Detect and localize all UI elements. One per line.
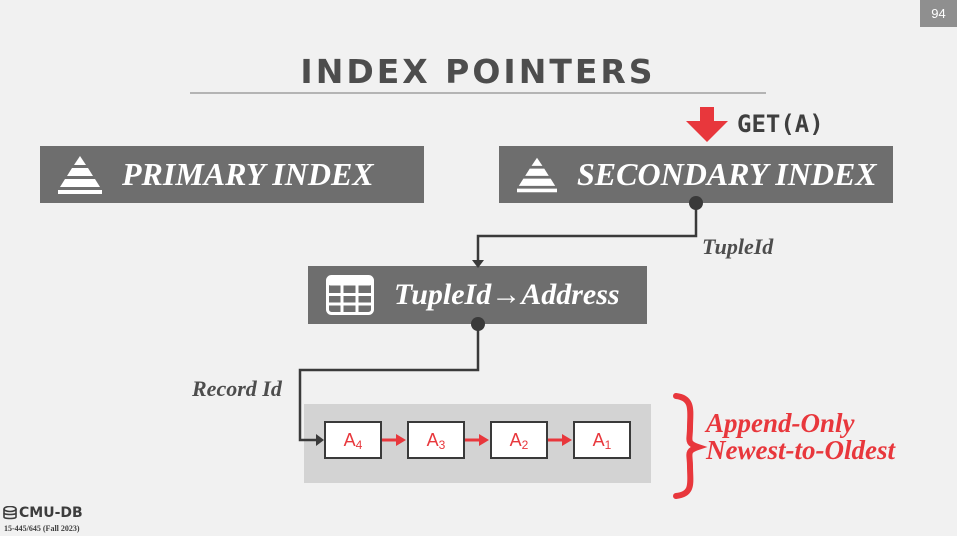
tupleid-pointer-arrow [478,203,696,262]
append-only-note: Append-Only Newest-to-Oldest [706,410,895,464]
version-chain-arrows [382,434,572,446]
database-icon [3,506,17,520]
course-label: 15-445/645 (Fall 2023) [4,524,80,533]
brace-icon [676,396,698,496]
newest-to-oldest-line: Newest-to-Oldest [706,437,895,464]
append-only-line: Append-Only [706,410,895,437]
cmu-db-logo: CMU-DB [3,505,83,521]
down-arrow-icon [686,107,728,142]
record-id-pointer-arrow [300,324,478,440]
